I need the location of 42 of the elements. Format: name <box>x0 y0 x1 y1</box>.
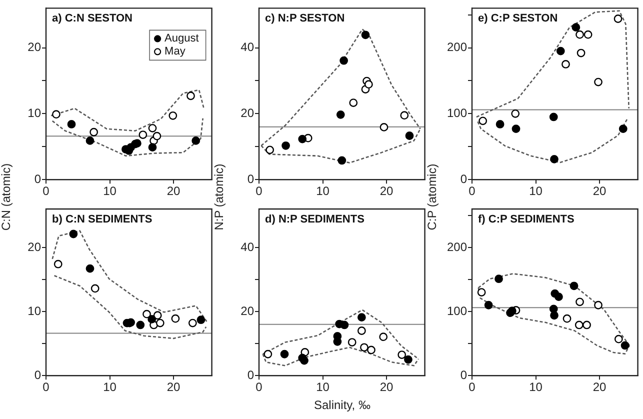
x-tick-label: 10 <box>529 380 543 394</box>
y-axis-title: N:P (atomic) <box>212 162 226 232</box>
x-tick-label: 10 <box>103 184 117 198</box>
y-tick-label: 20 <box>240 304 254 318</box>
chart-title: c) N:P SESTON <box>265 12 345 25</box>
x-tick-label: 10 <box>316 380 330 394</box>
x-tick-label: 10 <box>103 380 117 394</box>
chart-title: f) C:P SEDIMENTS <box>478 214 574 226</box>
y-tick-label: 0 <box>247 172 254 186</box>
y-tick-label: 200 <box>446 40 468 54</box>
y-tick-label: 100 <box>446 106 468 120</box>
y-tick-label: 200 <box>446 240 468 254</box>
y-tick-label: 10 <box>28 304 42 318</box>
y-tick-label: 20 <box>28 40 42 54</box>
y-tick-label: 10 <box>28 106 42 120</box>
x-tick-label: 10 <box>529 184 543 198</box>
x-tick-label: 20 <box>592 380 607 394</box>
x-tick-label: 20 <box>166 184 181 198</box>
chart-title: e) C:P SESTON <box>478 12 558 25</box>
x-tick-label: 20 <box>166 380 181 394</box>
y-tick-label: 20 <box>28 240 42 254</box>
y-axis-title: C:P (atomic) <box>425 162 439 232</box>
y-tick-label: 0 <box>34 172 42 186</box>
y-tick-label: 20 <box>240 106 254 120</box>
y-tick-label: 0 <box>247 368 254 382</box>
y-tick-label: 0 <box>460 368 468 382</box>
y-tick-label: 0 <box>34 368 42 382</box>
x-tick-label: 20 <box>380 380 394 394</box>
y-tick-label: 40 <box>240 40 254 54</box>
y-tick-label: 0 <box>460 172 468 186</box>
legend-label: May <box>164 46 186 58</box>
x-axis-title: Salinity, ‰ <box>314 398 370 412</box>
chart-title: a) C:N SESTON <box>52 12 133 25</box>
y-tick-label: 100 <box>446 304 468 318</box>
y-axis-title: C:N (atomic) <box>0 162 13 233</box>
x-tick-label: 10 <box>316 184 330 198</box>
y-tick-label: 40 <box>240 240 254 254</box>
chart-title: b) C:N SEDIMENTS <box>52 214 152 226</box>
x-tick-label: 20 <box>592 184 607 198</box>
x-tick-label: 20 <box>380 184 394 198</box>
legend-label: August <box>164 32 199 45</box>
chart-title: d) N:P SEDIMENTS <box>265 214 364 226</box>
